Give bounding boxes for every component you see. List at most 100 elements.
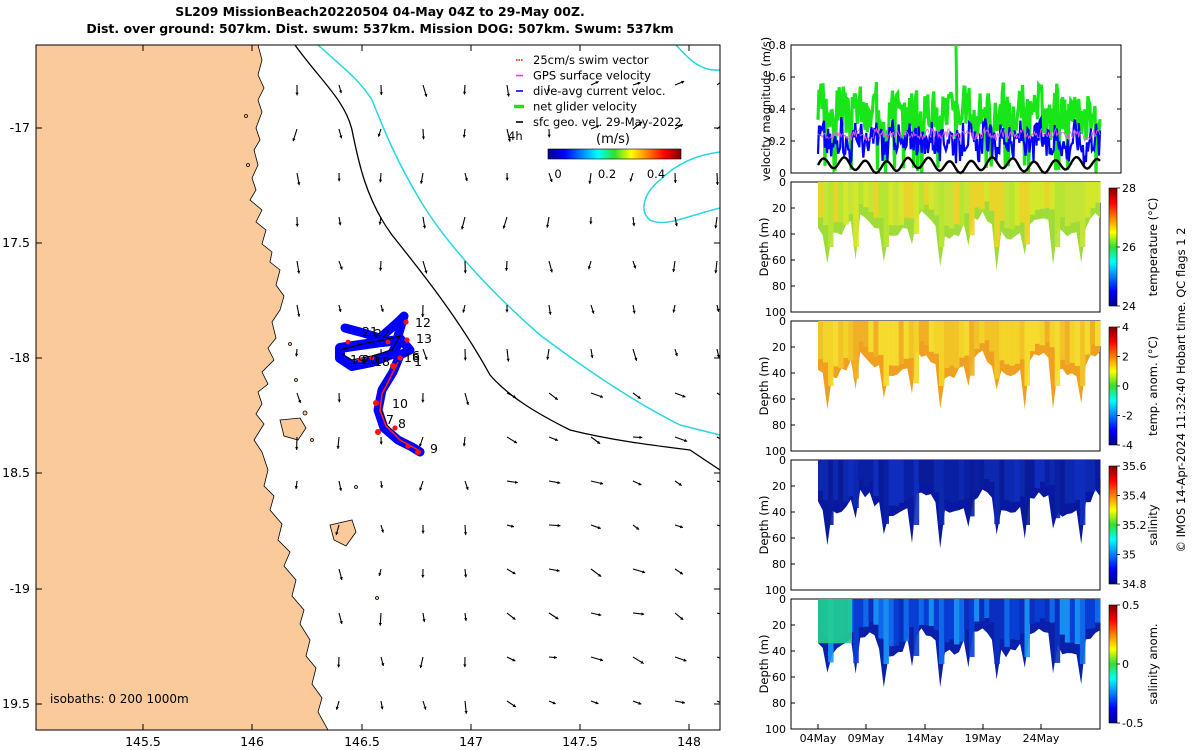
section-data-column	[923, 321, 930, 345]
geo-vector-arrow	[674, 612, 684, 621]
depth-tick: 100	[765, 306, 786, 319]
section-data-column	[943, 460, 950, 500]
geo-vector-arrow	[422, 216, 427, 229]
geo-vector-arrow	[716, 436, 720, 440]
section-data-column	[984, 321, 990, 341]
section-data-column	[873, 460, 879, 496]
geo-vector-arrow	[377, 128, 382, 137]
section-data-column	[1014, 321, 1020, 364]
section-data-column	[883, 321, 889, 386]
geo-vector-arrow	[632, 700, 642, 705]
geo-vector-arrow	[548, 655, 557, 660]
waypoint-label: 1	[414, 354, 422, 369]
velocity-y-tick: 0.6	[769, 71, 787, 84]
colorbar-tick: -0.5	[1122, 717, 1143, 730]
section-data-column	[1064, 460, 1071, 504]
geo-vector-arrow	[547, 128, 551, 138]
geo-vector-arrow	[378, 216, 382, 225]
section-data-column	[898, 599, 905, 642]
section-data-column	[1019, 599, 1025, 634]
colorbar-label: salinity	[1146, 504, 1160, 545]
waypoint-label: 20	[362, 352, 378, 367]
section-data-column	[1014, 460, 1020, 502]
geo-vector-arrow	[716, 392, 720, 396]
section-data-column	[969, 182, 975, 236]
section-data-column	[933, 182, 940, 216]
section-data-column	[984, 599, 990, 618]
geo-vector-arrow	[338, 480, 343, 492]
section-data-column	[994, 599, 1000, 664]
geo-vector-arrow	[502, 216, 508, 229]
waypoint-label: 8	[398, 416, 406, 431]
geo-vector-arrow	[462, 436, 466, 447]
colorbar-tick-1: 0.2	[598, 167, 616, 181]
section-data-column	[863, 599, 869, 627]
isobath-1000m-loop	[643, 151, 720, 224]
section-data-column	[979, 460, 985, 488]
section-data-column	[933, 599, 940, 630]
geo-vector-arrow	[419, 656, 424, 669]
section-data-column	[1019, 460, 1025, 497]
legend-entry: net glider velocity	[514, 100, 637, 114]
section-data-column	[1064, 182, 1071, 226]
colorbar-tick: 24	[1122, 300, 1136, 313]
geo-vector-arrow	[422, 348, 428, 361]
geo-vector-arrow	[716, 568, 720, 570]
colorbar-label: temp. anom. (°C)	[1146, 336, 1160, 436]
section-data-column	[1044, 182, 1051, 208]
geo-vector-arrow	[548, 392, 559, 401]
geo-vector-arrow	[463, 348, 467, 361]
section-data-column	[948, 182, 955, 229]
section-data-column	[948, 460, 955, 503]
section-data-column	[1084, 182, 1091, 218]
track-blue	[340, 311, 425, 457]
section-data-column	[1054, 321, 1061, 386]
section-data-column	[1069, 182, 1076, 223]
section-data-column	[969, 460, 975, 517]
section-data-column	[938, 599, 945, 664]
section-data-column	[994, 182, 1000, 247]
section-data-column	[913, 460, 920, 525]
speed-colorbar	[547, 148, 682, 160]
geo-vector-arrow	[673, 172, 677, 183]
geo-vector-arrow	[464, 172, 469, 182]
geo-vector-arrow	[380, 304, 384, 312]
geo-vector-arrow	[632, 304, 636, 314]
geo-vector-arrow	[296, 392, 302, 404]
section-data-column	[1009, 321, 1015, 366]
geo-vector-arrow	[379, 84, 383, 96]
section-data-column	[858, 182, 864, 204]
geo-vector-arrow	[632, 612, 645, 616]
geo-vector-arrow	[674, 216, 678, 227]
section-data-column	[828, 460, 834, 525]
section-data-column	[898, 460, 905, 503]
geo-vector-arrow	[464, 480, 469, 491]
map-x-tick-label: 147.5	[562, 734, 598, 749]
section-data-column	[964, 460, 970, 498]
geo-vector-arrow	[506, 524, 515, 528]
section-data-column	[873, 599, 879, 625]
section-data-column	[984, 460, 990, 480]
geo-vector-arrow	[674, 392, 686, 398]
geo-vector-arrow	[506, 436, 518, 444]
geo-vector-arrow	[378, 612, 383, 626]
section-data-column	[823, 460, 829, 500]
section-data-column	[923, 182, 930, 205]
section-data-column	[974, 599, 980, 622]
geo-vector-arrow	[672, 260, 676, 273]
section-data-column	[928, 460, 935, 484]
waypoint-label: 19	[350, 352, 366, 367]
section-data-column	[974, 460, 980, 491]
section-data-column	[918, 460, 925, 483]
section-data-column	[928, 321, 935, 352]
geo-vector-arrow	[548, 172, 553, 183]
velocity-y-tick: 0.2	[769, 135, 787, 148]
section-data-column	[853, 182, 859, 247]
section-data-column	[974, 321, 980, 349]
section-data-column	[928, 599, 935, 626]
section-data-column	[833, 321, 839, 367]
geo-vector-arrow	[337, 392, 341, 403]
section-data-column	[908, 321, 915, 358]
geo-vector-arrow	[379, 436, 383, 445]
waypoint-label: 18	[374, 354, 390, 369]
